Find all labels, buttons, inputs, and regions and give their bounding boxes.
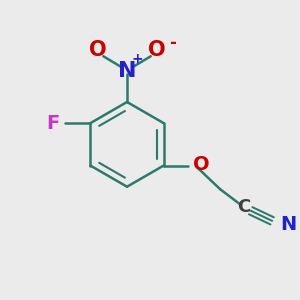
Text: -: -: [169, 34, 176, 52]
Text: C: C: [237, 198, 250, 216]
Text: F: F: [46, 114, 60, 133]
Text: O: O: [89, 40, 106, 60]
Text: +: +: [131, 52, 143, 65]
Text: N: N: [118, 61, 136, 81]
Text: O: O: [193, 155, 210, 174]
Text: N: N: [280, 215, 296, 234]
Text: O: O: [148, 40, 165, 60]
